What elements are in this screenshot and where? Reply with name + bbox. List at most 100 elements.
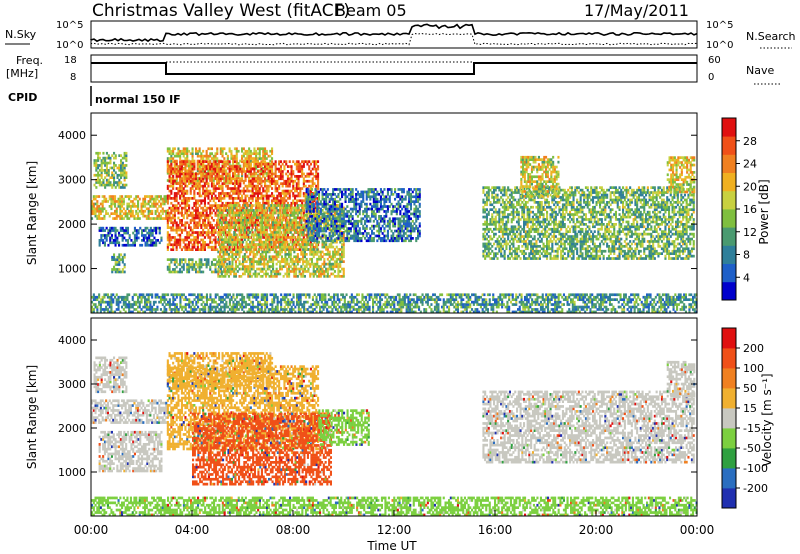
data-cell: [130, 243, 133, 247]
data-cell: [200, 211, 203, 215]
data-cell: [100, 176, 103, 179]
data-cell: [168, 214, 171, 217]
data-cell: [200, 199, 203, 203]
data-cell: [339, 197, 342, 201]
data-cell: [318, 265, 321, 268]
data-cell: [274, 201, 277, 205]
data-cell: [258, 154, 261, 158]
data-cell: [203, 245, 206, 249]
data-cell: [227, 223, 230, 227]
data-cell: [330, 205, 333, 208]
data-cell: [284, 235, 287, 239]
data-cell: [207, 189, 210, 193]
data-cell: [295, 221, 298, 224]
data-cell: [233, 253, 236, 256]
data-cell: [209, 177, 212, 181]
data-cell: [138, 209, 141, 213]
data-cell: [214, 184, 217, 188]
data-cell: [91, 200, 94, 203]
data-cell: [236, 265, 239, 268]
data-cell: [188, 243, 191, 247]
data-cell: [246, 162, 249, 165]
data-cell: [265, 171, 268, 175]
data-cell: [141, 234, 144, 237]
data-cell: [120, 181, 123, 184]
data-cell: [291, 270, 294, 273]
data-cell: [272, 270, 275, 273]
data-cell: [205, 149, 208, 153]
data-cell: [272, 213, 275, 217]
data-cell: [260, 194, 263, 198]
data-cell: [212, 231, 215, 234]
data-cell: [249, 272, 252, 276]
data-cell: [220, 243, 223, 246]
data-cell: [214, 160, 217, 163]
data-cell: [114, 241, 117, 245]
data-cell: [102, 156, 105, 160]
data-cell: [251, 184, 254, 188]
data-cell: [272, 275, 275, 278]
data-cell: [205, 263, 208, 266]
data-cell: [300, 238, 303, 241]
data-cell: [275, 226, 278, 229]
data-cell: [227, 255, 230, 259]
data-cell: [221, 192, 224, 195]
data-cell: [233, 184, 236, 188]
data-cell: [193, 197, 196, 200]
data-cell: [307, 202, 310, 206]
data-cell: [246, 216, 249, 220]
data-cell: [342, 253, 345, 256]
data-cell: [298, 228, 301, 232]
data-cell: [225, 172, 228, 176]
data-cell: [155, 229, 158, 232]
data-cell: [259, 231, 262, 234]
data-cell: [214, 265, 217, 269]
data-cell: [233, 174, 236, 177]
data-cell: [168, 172, 171, 176]
sky-left-label: N.Sky: [5, 28, 37, 41]
data-cell: [219, 187, 222, 190]
data-cell: [339, 202, 342, 206]
power-data-cells: [91, 147, 698, 314]
data-cell: [219, 233, 222, 237]
data-cell: [166, 233, 169, 237]
data-cell: [310, 239, 313, 243]
data-cell: [261, 226, 264, 229]
data-cell: [96, 200, 99, 203]
data-cell: [222, 248, 225, 251]
data-cell: [237, 165, 240, 168]
data-cell: [121, 200, 124, 203]
data-cell: [172, 221, 175, 225]
data-cell: [210, 165, 213, 168]
data-cell: [232, 160, 235, 163]
data-cell: [186, 268, 189, 271]
data-cell: [267, 179, 270, 183]
data-cell: [195, 221, 198, 225]
data-cell: [296, 226, 299, 229]
data-cell: [180, 209, 183, 212]
data-cell: [119, 200, 122, 203]
data-cell: [256, 162, 259, 165]
data-cell: [179, 243, 182, 247]
data-cell: [245, 245, 248, 249]
data-cell: [170, 157, 173, 160]
data-cell: [318, 227, 321, 230]
data-cell: [262, 162, 265, 166]
data-cell: [240, 262, 243, 266]
data-cell: [224, 272, 227, 276]
data-cell: [288, 182, 291, 185]
data-cell: [328, 243, 331, 246]
data-cell: [248, 157, 251, 160]
data-cell: [260, 147, 263, 151]
data-cell: [179, 258, 182, 261]
data-cell: [123, 151, 126, 155]
data-cell: [151, 243, 154, 247]
data-cell: [312, 262, 315, 266]
data-cell: [275, 262, 278, 266]
data-cell: [256, 184, 259, 188]
data-cell: [114, 234, 117, 237]
data-cell: [226, 262, 229, 266]
data-cell: [114, 164, 117, 167]
data-cell: [222, 213, 225, 217]
data-cell: [120, 159, 123, 162]
